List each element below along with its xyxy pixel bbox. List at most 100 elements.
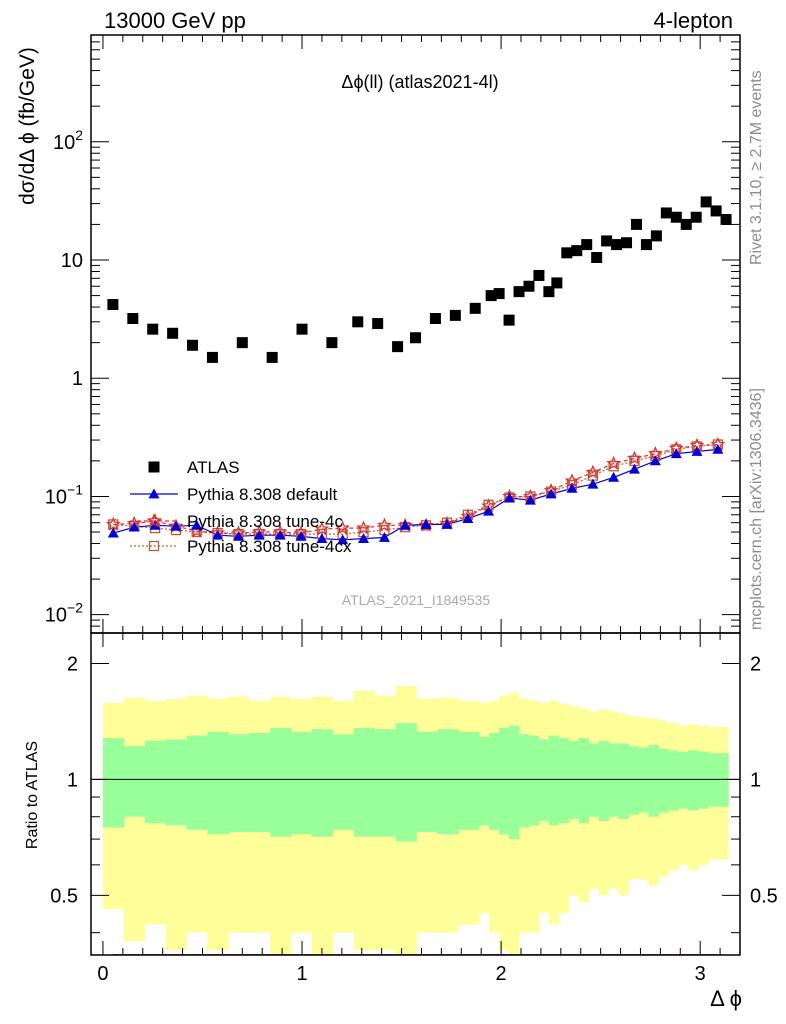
ratio-y-tick-label: 2 xyxy=(67,653,78,675)
total-uncertainty-band xyxy=(123,697,146,942)
atlas-data-point xyxy=(449,309,461,321)
stat-uncertainty-band xyxy=(228,734,250,833)
atlas-data-point xyxy=(591,251,603,263)
stat-uncertainty-band xyxy=(538,739,550,821)
stat-uncertainty-band xyxy=(618,743,629,819)
default-point xyxy=(628,463,640,474)
default-point xyxy=(107,527,119,538)
header-left: 13000 GeV pp xyxy=(104,8,246,33)
atlas-data-point xyxy=(352,316,364,328)
default-point xyxy=(483,505,495,516)
stat-uncertainty-band xyxy=(395,723,417,842)
x-tick-label: 0 xyxy=(97,963,108,985)
header-right: 4-lepton xyxy=(653,8,733,33)
ratio-y-axis-label: Ratio to ATLAS xyxy=(24,741,41,849)
atlas-data-point xyxy=(543,286,555,298)
stat-uncertainty-band xyxy=(311,729,334,837)
chart-title: Δϕ(ll) (atlas2021-4l) xyxy=(341,72,498,92)
tune-4c-point xyxy=(356,520,371,535)
atlas-data-point xyxy=(710,205,722,217)
default-point xyxy=(503,492,515,503)
data-layer xyxy=(106,196,732,545)
default-point xyxy=(545,488,557,499)
default-point xyxy=(191,519,203,530)
default-point xyxy=(566,482,578,493)
stat-uncertainty-band xyxy=(123,746,146,817)
atlas-data-point xyxy=(503,314,515,326)
stat-uncertainty-band xyxy=(658,748,669,813)
legend-tune4cx-marker xyxy=(148,540,160,552)
legend-label: Pythia 8.308 default xyxy=(187,485,338,504)
stat-uncertainty-band xyxy=(499,727,510,835)
mcplots-label: mcplots.cern.ch [arXiv:1306.3436] xyxy=(748,388,765,630)
stat-uncertainty-band xyxy=(638,747,649,813)
default-point xyxy=(233,530,245,541)
default-point xyxy=(587,478,599,489)
stat-uncertainty-band xyxy=(678,751,689,809)
default-point xyxy=(608,471,620,482)
stat-uncertainty-band xyxy=(608,743,619,817)
ratio-y-tick-label-right: 0.5 xyxy=(750,885,778,907)
atlas-data-point xyxy=(601,235,613,247)
ratio-y-tick-label: 1 xyxy=(67,769,78,791)
atlas-data-point xyxy=(660,207,672,219)
ratio-y-tick-label-right: 1 xyxy=(750,769,761,791)
stat-uncertainty-band xyxy=(353,727,376,837)
x-axis-label: Δ ϕ xyxy=(710,986,742,1011)
stat-uncertainty-band xyxy=(249,732,271,833)
y-tick-label: 10−2 xyxy=(45,600,83,627)
stat-uncertainty-band xyxy=(270,727,292,837)
default-point xyxy=(524,494,536,505)
default-point xyxy=(691,446,703,456)
stat-uncertainty-band xyxy=(479,736,490,826)
ratio-panel: Ratio to ATLAS Δ ϕ 0 1 2 3 0.5 0.5 1 1 2 2 xyxy=(24,632,778,1011)
default-point xyxy=(128,521,140,532)
atlas-data-point xyxy=(372,318,384,330)
default-point xyxy=(316,533,328,544)
y-tick-label: 1 xyxy=(72,368,83,390)
atlas-data-point xyxy=(611,239,623,251)
stat-uncertainty-band xyxy=(698,751,709,809)
stat-uncertainty-band xyxy=(548,735,560,826)
default-point xyxy=(358,533,370,544)
stat-uncertainty-band xyxy=(558,738,570,824)
y-tick-label: 102 xyxy=(53,127,83,154)
atlas-data-point xyxy=(469,302,481,314)
stat-uncertainty-band xyxy=(144,740,167,824)
ratio-frame xyxy=(90,632,741,956)
stat-uncertainty-band xyxy=(519,734,530,828)
stat-uncertainty-band xyxy=(416,731,438,833)
atlas-data-point xyxy=(296,323,308,335)
default-point xyxy=(420,518,432,529)
tune-4c-point xyxy=(335,520,350,535)
atlas-data-point xyxy=(640,239,652,251)
analysis-watermark: ATLAS_2021_I1849535 xyxy=(342,592,491,608)
tune-4c-point xyxy=(585,464,601,479)
stat-uncertainty-band xyxy=(102,738,125,828)
tune-4c-point xyxy=(377,517,392,532)
atlas-data-point xyxy=(680,218,692,230)
atlas-data-point xyxy=(206,351,218,363)
legend: ATLAS Pythia 8.308 default Pythia 8.308 tu… xyxy=(130,458,352,556)
legend-label: ATLAS xyxy=(187,458,240,477)
main-panel: Δϕ(ll) (atlas2021-4l) dσ/dΔ ϕ (fb/GeV) A… xyxy=(16,34,741,634)
stat-uncertainty-band xyxy=(648,744,659,817)
atlas-data-point xyxy=(513,286,525,298)
atlas-data-point xyxy=(630,218,642,230)
atlas-data-point xyxy=(236,337,248,349)
atlas-data-point xyxy=(523,280,535,292)
y-tick-label: 10 xyxy=(61,250,83,272)
default-point xyxy=(670,448,682,459)
atlas-data-point xyxy=(720,214,732,226)
x-tick-label: 2 xyxy=(496,963,507,985)
x-tick-label: 3 xyxy=(695,963,706,985)
ratio-y-tick-label: 0.5 xyxy=(50,885,78,907)
atlas-data-point xyxy=(561,247,573,259)
stat-uncertainty-band xyxy=(186,735,208,830)
default-point xyxy=(295,530,307,541)
atlas-data-point xyxy=(187,339,199,351)
x-tick-label: 1 xyxy=(296,963,307,985)
atlas-data-point xyxy=(392,341,404,353)
ratio-y-tick-label-right: 2 xyxy=(750,653,761,675)
